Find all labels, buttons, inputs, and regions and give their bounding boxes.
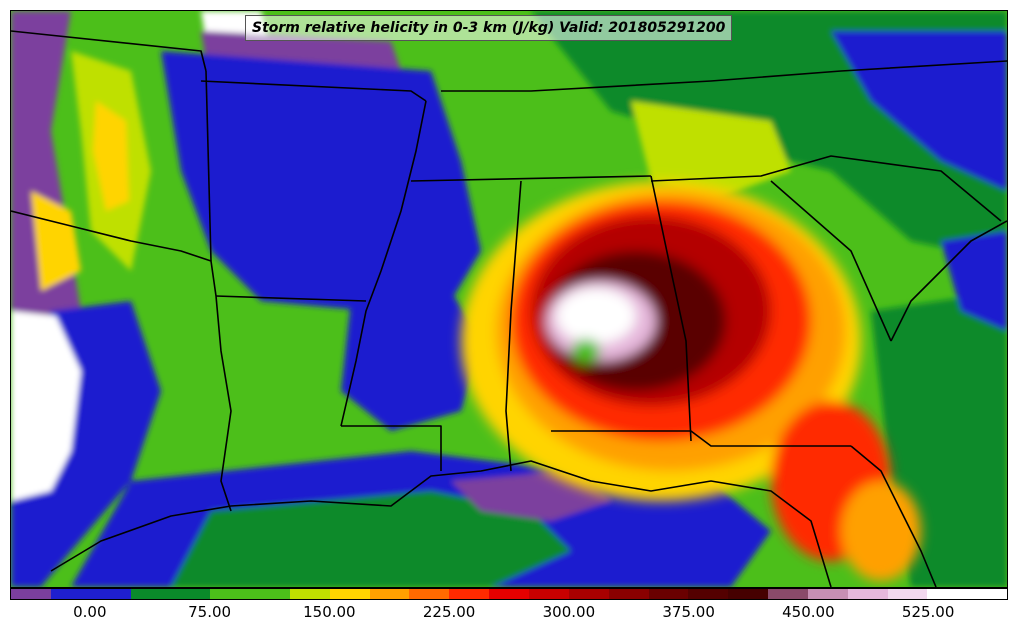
map-title: Storm relative helicity in 0-3 km (J/kg)… <box>245 15 733 41</box>
boundaries <box>11 30 1007 587</box>
colorbar-segment <box>927 589 968 599</box>
coastline-se <box>890 220 1007 342</box>
field-ne-blue <box>831 31 1007 191</box>
colorbar-tick-label: 300.00 <box>542 603 596 621</box>
border-nc-sc <box>650 155 1002 222</box>
colorbar-tick-label: 75.00 <box>188 603 232 621</box>
field-west-yellow <box>93 101 129 211</box>
border-ar-mo <box>200 80 427 102</box>
field-gulf-darkgreen <box>171 491 571 587</box>
core-eye-green <box>572 339 600 363</box>
colorbar-tick-label: 525.00 <box>901 603 955 621</box>
coastline-gulf <box>50 460 832 587</box>
field-west-yellow-2 <box>31 191 81 291</box>
border-ok-ar <box>205 70 212 262</box>
colorbar-segment <box>250 589 290 599</box>
colorbar-segment <box>50 589 91 599</box>
colorbar-segment <box>528 589 569 599</box>
colorbar-segment <box>688 589 729 599</box>
colorbar-tick-label: 225.00 <box>422 603 476 621</box>
border-red-river <box>11 210 217 297</box>
colorbar-tick-label: 150.00 <box>303 603 356 621</box>
field-central-blue <box>161 51 481 311</box>
border-la-ms <box>341 425 442 471</box>
colorbar-segment <box>847 589 888 599</box>
border-tx-la <box>215 295 232 512</box>
helicity-map <box>10 10 1008 588</box>
colorbar-segment <box>90 589 131 599</box>
colorbar-tick-label: 450.00 <box>782 603 835 621</box>
colorbar-segment <box>210 589 251 599</box>
colorbar-segment <box>887 589 928 599</box>
border-ky-tn <box>441 60 1007 92</box>
colorbar-segment <box>648 589 689 599</box>
colorbar-segment <box>409 589 450 599</box>
colorbar-segment <box>329 589 370 599</box>
border-mississippi-river <box>340 100 427 427</box>
colorbar-segment <box>807 589 848 599</box>
colorbar-segment <box>489 589 529 599</box>
colorbar-segment <box>369 589 410 599</box>
field-west-white <box>11 311 81 501</box>
colorbar-segment <box>967 589 1008 599</box>
colorbar-segment <box>608 589 649 599</box>
field-east-blue <box>941 231 1007 331</box>
border-tx-ok <box>11 30 207 72</box>
core-white <box>556 288 636 344</box>
border-tn-south <box>410 175 652 182</box>
border-ar-la <box>215 295 367 302</box>
colorbar-segment <box>130 589 171 599</box>
colorbar-segment <box>289 589 330 599</box>
colorbar-segment <box>11 589 51 599</box>
colorbar-segment <box>568 589 609 599</box>
core-south-orange <box>841 481 921 581</box>
colorbar-segment <box>170 589 211 599</box>
border-ga-fl <box>551 430 851 447</box>
helicity-map-canvas <box>11 11 1007 587</box>
colorbar-segment <box>728 589 769 599</box>
colorbar-segment <box>449 589 490 599</box>
colorbar-segment <box>768 589 808 599</box>
storm-core <box>461 181 921 581</box>
colorbar-tick-labels: 0.00 75.00 150.00 225.00 300.00 375.00 450.00 5… <box>10 603 1008 623</box>
colorbar-tick-label: 375.00 <box>662 603 715 621</box>
field-central-blue-2 <box>341 291 481 431</box>
border-ms-al <box>505 180 522 472</box>
border-al-ga <box>650 175 692 442</box>
border-ga-sc <box>770 180 892 342</box>
coastline-atlantic <box>850 445 937 587</box>
colorbar-tick-label: 0.00 <box>73 603 107 621</box>
colorbar <box>10 588 1008 600</box>
